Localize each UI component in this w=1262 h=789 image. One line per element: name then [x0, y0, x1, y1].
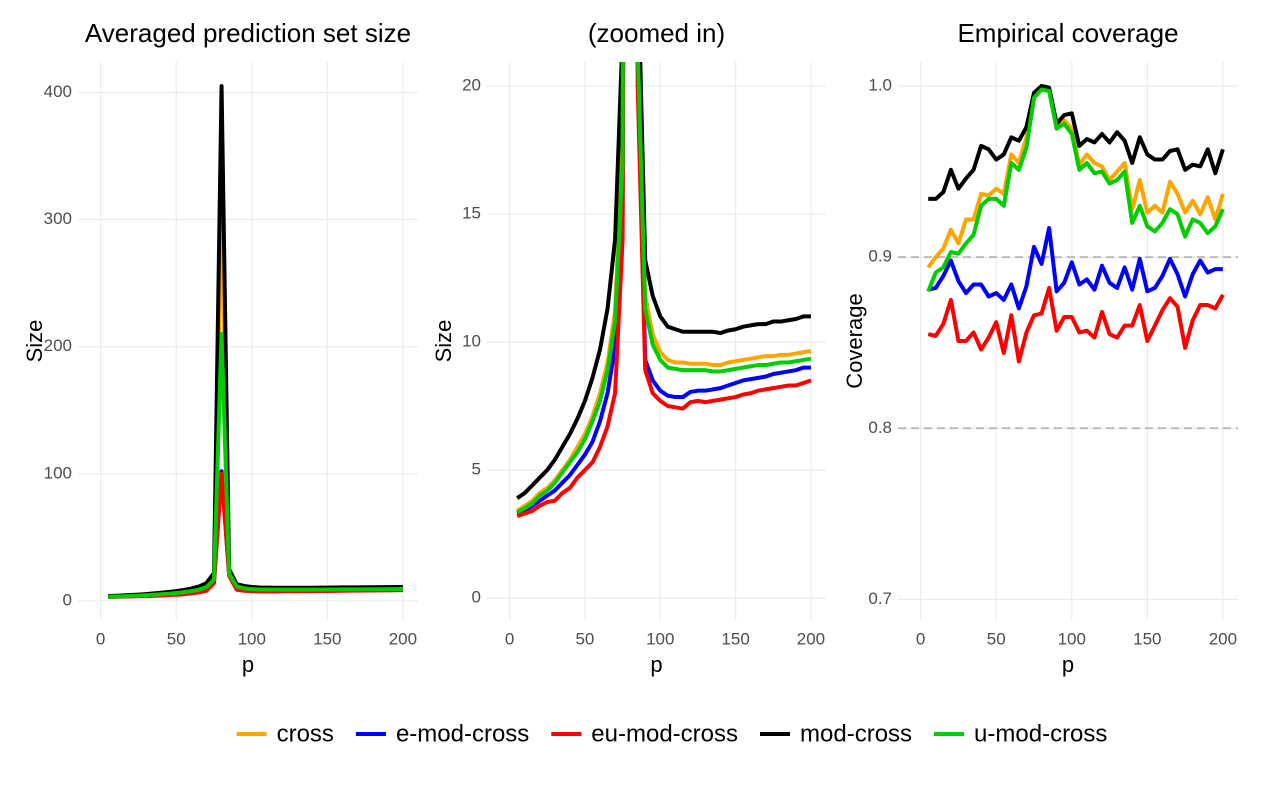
x-tick-label: 200: [1209, 629, 1237, 648]
y-tick-label: 15: [462, 204, 481, 223]
legend: cross e-mod-cross eu-mod-cross mod-cross u-m…: [236, 720, 1107, 747]
series-line: [928, 83, 1225, 201]
series-line: [926, 83, 1225, 269]
legend-item: u-mod-cross: [934, 720, 1107, 747]
y-axis-title: Size: [22, 320, 47, 363]
legend-label: cross: [277, 720, 334, 747]
panel-title: (zoomed in): [588, 18, 725, 48]
y-tick-label: 200: [44, 336, 72, 355]
legend-item: e-mod-cross: [355, 720, 529, 747]
x-tick-label: 200: [797, 629, 825, 648]
series-line: [927, 285, 1225, 364]
x-tick-label: 0: [505, 629, 514, 648]
series-line: [516, 62, 811, 500]
legend-label: mod-cross: [800, 720, 912, 747]
y-tick-label: 20: [462, 76, 481, 95]
panel-title: Empirical coverage: [957, 18, 1178, 48]
x-tick-label: 100: [1058, 629, 1086, 648]
x-tick-label: 0: [916, 629, 925, 648]
x-tick-label: 100: [646, 629, 674, 648]
y-tick-label: 400: [44, 82, 72, 101]
y-tick-label: 0: [63, 590, 72, 609]
legend-label: eu-mod-cross: [591, 720, 738, 747]
series-line: [926, 87, 1225, 293]
x-tick-label: 200: [389, 629, 417, 648]
legend-label: u-mod-cross: [974, 720, 1107, 747]
series-line: [108, 84, 403, 598]
x-axis-title: p: [650, 652, 662, 677]
legend-label: e-mod-cross: [396, 720, 529, 747]
x-tick-label: 50: [167, 629, 186, 648]
series-line: [516, 62, 812, 515]
series-line: [108, 469, 403, 599]
y-tick-label: 5: [472, 459, 481, 478]
legend-item: cross: [236, 720, 334, 747]
legend-item: eu-mod-cross: [551, 720, 738, 747]
series-line: [516, 62, 812, 518]
y-tick-label: 300: [44, 209, 72, 228]
x-tick-label: 100: [238, 629, 266, 648]
y-tick-label: 100: [44, 463, 72, 482]
series-line: [108, 471, 403, 599]
legend-item: mod-cross: [760, 720, 912, 747]
panel: 0.7 0.8 0.9 1.0 0 50 100 150 200 Empirical covera…: [842, 18, 1238, 677]
x-axis-title: p: [1062, 652, 1074, 677]
series-line: [927, 226, 1223, 311]
y-axis-title: Coverage: [842, 293, 867, 388]
x-tick-label: 150: [1133, 629, 1161, 648]
y-tick-label: 10: [462, 332, 481, 351]
y-tick-label: 0.9: [868, 247, 892, 266]
x-tick-label: 50: [987, 629, 1006, 648]
x-tick-label: 0: [96, 629, 105, 648]
x-tick-label: 150: [313, 629, 341, 648]
x-tick-label: 50: [575, 629, 594, 648]
x-axis-title: p: [242, 652, 254, 677]
y-tick-label: 0: [472, 587, 481, 606]
series-line: [516, 62, 812, 513]
y-tick-label: 0.7: [868, 589, 892, 608]
y-tick-label: 1.0: [868, 75, 892, 94]
y-axis-title: Size: [431, 320, 456, 363]
series-line: [108, 207, 403, 599]
series-line: [516, 62, 811, 516]
x-tick-label: 150: [721, 629, 749, 648]
y-tick-label: 0.8: [868, 418, 892, 437]
series-line: [108, 332, 403, 599]
panel: 0 100 200 300 400 0 50 100 150 200 Averaged predic…: [22, 18, 418, 677]
panel-title: Averaged prediction set size: [85, 18, 411, 48]
